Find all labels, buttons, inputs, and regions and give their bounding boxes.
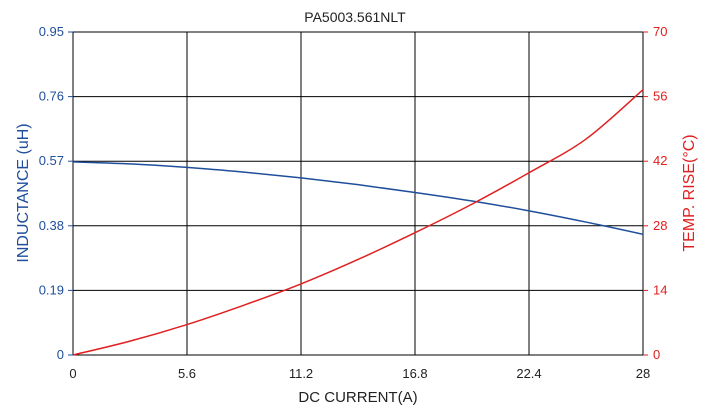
- left-y-tick-label: 0: [57, 347, 64, 362]
- left-y-tick-label: 0.76: [39, 89, 64, 104]
- plot-frame: [72, 31, 644, 356]
- right-y-tick-label: 70: [653, 24, 667, 39]
- grid: [72, 31, 644, 356]
- x-tick-label: 28: [636, 366, 650, 381]
- temp-rise-series-line: [72, 89, 644, 356]
- right-y-tick-label: 0: [653, 347, 660, 362]
- series-layer: [72, 89, 644, 356]
- right-y-tick-label: 14: [653, 282, 667, 297]
- chart-title: PA5003.561NLT: [304, 9, 406, 25]
- x-tick-label: 11.2: [289, 366, 313, 381]
- right-y-tick-label: 42: [653, 153, 667, 168]
- x-tick-label: 5.6: [178, 366, 196, 381]
- left-y-tick-label: 0.95: [39, 24, 64, 39]
- left-y-tick-label: 0.38: [39, 218, 64, 233]
- right-y-tick-labels: 0 14 28 42 56 70: [643, 24, 667, 362]
- right-y-tick-label: 56: [653, 89, 667, 104]
- left-y-axis-label: INDUCTANCE (uH): [15, 123, 32, 262]
- x-tick-label: 22.4: [516, 366, 541, 381]
- x-tick-label: 0: [69, 366, 76, 381]
- x-axis-label: DC CURRENT(A): [298, 389, 417, 406]
- right-y-tick-label: 28: [653, 218, 667, 233]
- left-y-tick-labels: 0 0.19 0.38 0.57 0.76 0.95: [39, 24, 73, 362]
- left-y-tick-label: 0.57: [39, 153, 64, 168]
- x-tick-label: 16.8: [402, 366, 427, 381]
- right-y-axis-label: TEMP. RISE(°C): [681, 134, 698, 251]
- x-tick-labels: 0 5.6 11.2 16.8 22.4 28: [69, 366, 650, 381]
- left-y-tick-label: 0.19: [39, 282, 64, 297]
- inductance-series-line: [72, 161, 644, 236]
